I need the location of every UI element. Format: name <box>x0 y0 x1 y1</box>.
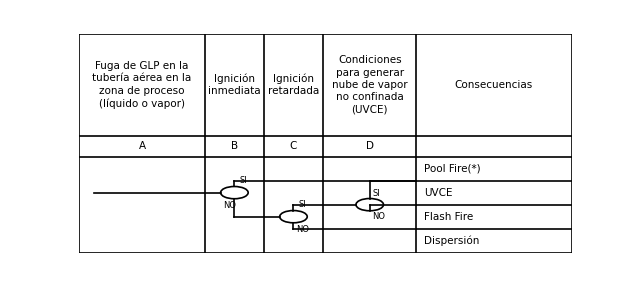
Text: NO: NO <box>296 225 309 234</box>
Text: Consecuencias: Consecuencias <box>455 80 533 90</box>
Text: Fuga de GLP en la
tubería aérea en la
zona de proceso
(líquido o vapor): Fuga de GLP en la tubería aérea en la zo… <box>93 61 192 109</box>
Text: NO: NO <box>223 201 236 210</box>
Text: SI: SI <box>298 201 306 210</box>
Text: D: D <box>366 141 374 151</box>
Text: B: B <box>231 141 238 151</box>
Text: Flash Fire: Flash Fire <box>424 212 473 222</box>
Text: Ignición
retardada: Ignición retardada <box>268 74 319 96</box>
Text: Ignición
inmediata: Ignición inmediata <box>208 74 261 96</box>
Text: Dispersión: Dispersión <box>424 235 479 246</box>
Text: SI: SI <box>239 176 247 185</box>
Text: NO: NO <box>372 212 385 221</box>
Text: Pool Fire(*): Pool Fire(*) <box>424 164 481 174</box>
Text: A: A <box>138 141 145 151</box>
Text: Condiciones
para generar
nube de vapor
no confinada
(UVCE): Condiciones para generar nube de vapor n… <box>332 55 408 115</box>
Text: SI: SI <box>372 189 380 198</box>
Text: C: C <box>290 141 297 151</box>
Text: UVCE: UVCE <box>424 188 452 198</box>
